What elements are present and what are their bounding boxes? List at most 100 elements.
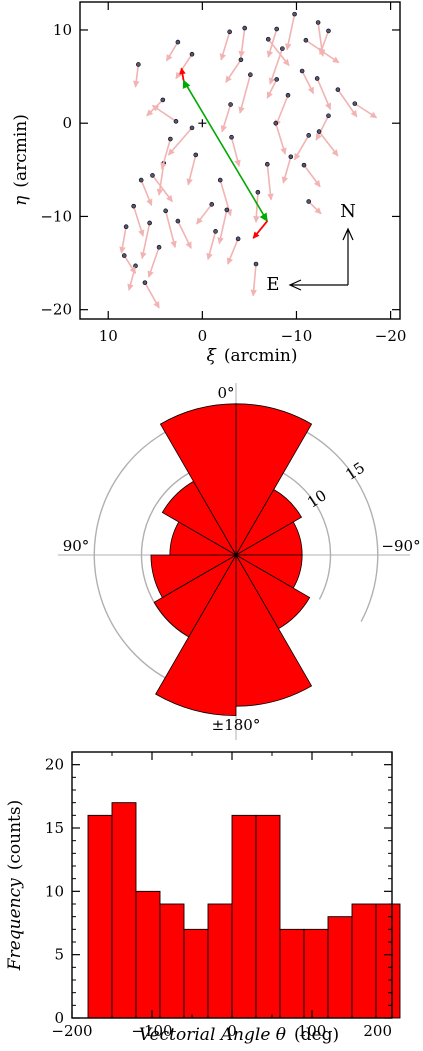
rose-label-0: 0° <box>217 384 234 402</box>
motion-vector-head <box>185 241 192 249</box>
panel3-x-tick-label: 100 <box>298 1022 327 1040</box>
star-marker <box>193 152 199 158</box>
motion-vector-head <box>315 133 322 141</box>
motion-vector-head <box>156 188 164 196</box>
motion-vector-head <box>250 289 257 297</box>
motion-vector-head <box>332 56 340 64</box>
proper-motion-vector-map: 10 0 −10 −20 100−10−20 ξ (arcmin) η(arcmin) … <box>11 1 407 366</box>
star-marker <box>253 261 259 267</box>
motion-vector-head <box>160 162 167 170</box>
rose-wedge <box>155 553 237 717</box>
motion-vector-head <box>127 283 134 291</box>
star-marker <box>160 97 166 103</box>
histogram-bar <box>303 928 329 1019</box>
panel3-y-tick-label: 0 <box>54 1009 64 1027</box>
endpoint-vector-head <box>179 67 186 75</box>
star-marker <box>306 133 312 138</box>
panel1-y-ticks: 10 0 −10 −20 <box>40 21 400 319</box>
panel1-x-tick-label: 0 <box>198 327 208 345</box>
panel3-x-tick-label: 200 <box>363 1022 392 1040</box>
motion-vector-head <box>280 147 287 155</box>
star-marker <box>238 57 244 63</box>
star-marker <box>150 173 155 178</box>
star-marker <box>315 20 321 25</box>
star-marker <box>264 161 270 167</box>
histogram-bar <box>111 802 137 1019</box>
star-marker <box>217 177 223 183</box>
star-marker <box>156 244 162 250</box>
motion-vector-head <box>146 109 154 117</box>
motion-vector-head <box>238 106 245 114</box>
compass-north-label: N <box>340 201 356 222</box>
star-marker <box>248 72 253 78</box>
panel3-y-tick-label: 10 <box>45 882 64 900</box>
motion-vector-head <box>331 149 339 157</box>
motion-vector-head <box>186 178 193 186</box>
panel1-frame <box>79 1 401 320</box>
star-marker <box>175 39 181 45</box>
compass-east-arrow <box>288 279 348 291</box>
star-marker <box>352 101 358 106</box>
panel1-x-tick-label: −20 <box>375 327 407 345</box>
compass-north-arrow <box>342 227 354 285</box>
endpoint-vector-head <box>252 231 260 239</box>
star-marker <box>292 11 297 17</box>
panel1-x-axis-label: ξ (arcmin) <box>207 346 298 366</box>
motion-vector-head <box>234 159 241 167</box>
star-marker <box>147 220 152 226</box>
motion-vector-head <box>170 240 177 249</box>
motion-vector <box>167 127 193 156</box>
rose-diagram: 10 15 0° 90° −90° ±180° <box>58 383 421 740</box>
motion-vector-head <box>294 152 301 161</box>
histogram-bar <box>351 903 377 1019</box>
angle-histogram: −200 −100 0 100 200 0 5 10 15 20 Vectorial Angle… <box>5 751 401 1045</box>
histogram-bar <box>183 928 209 1019</box>
panel3-x-tick-label: −100 <box>131 1022 172 1040</box>
histogram-bar <box>135 890 161 1019</box>
histogram-bar <box>279 928 305 1019</box>
motion-vector <box>239 74 252 114</box>
panel3-y-tick-label: 20 <box>45 756 64 774</box>
star-marker <box>189 125 195 131</box>
star-marker <box>209 202 215 207</box>
panel1-y-tick-label: 0 <box>62 114 72 132</box>
motion-vector-head <box>266 50 274 58</box>
motion-vector-head <box>267 193 274 201</box>
highlight-arrow-head-up <box>182 79 191 89</box>
star-marker <box>314 76 320 81</box>
star-marker <box>173 119 179 124</box>
motion-vector <box>305 39 340 64</box>
histogram-bars <box>87 802 401 1019</box>
compass: N E <box>266 201 355 295</box>
compass-east-label: E <box>266 274 279 295</box>
motion-vector <box>286 13 296 50</box>
star-marker <box>265 36 271 42</box>
panel3-y-ticks: 0 5 10 15 20 <box>45 756 392 1027</box>
motion-vector-head <box>268 77 276 85</box>
motion-vector-head <box>119 246 126 254</box>
motion-vector-head <box>196 217 203 225</box>
histogram-bar <box>375 903 401 1019</box>
star-marker <box>227 29 232 35</box>
star-marker <box>235 236 241 242</box>
star-marker <box>228 102 233 107</box>
motion-vector-head <box>175 71 182 80</box>
motion-vector-head <box>147 270 154 278</box>
star-marker <box>326 28 331 34</box>
histogram-bar <box>231 814 257 1019</box>
panel3-y-tick-label: 15 <box>45 819 64 837</box>
star-marker <box>280 46 285 51</box>
rose-ring-label: 15 <box>342 458 368 483</box>
star-marker <box>142 280 148 285</box>
panel1-y-tick-label: 10 <box>53 21 72 39</box>
star-marker <box>224 207 230 213</box>
motion-vector-head <box>266 91 273 99</box>
panel1-y-tick-label: −10 <box>40 207 72 225</box>
motion-vector-head <box>369 111 378 119</box>
star-marker <box>274 26 280 32</box>
motion-vector-head <box>153 301 160 309</box>
motion-vector-head <box>206 252 213 261</box>
panel3-x-ticks: −200 −100 0 100 200 <box>51 752 393 1040</box>
motion-vector-head <box>133 80 140 88</box>
motion-vector-head <box>307 86 314 95</box>
